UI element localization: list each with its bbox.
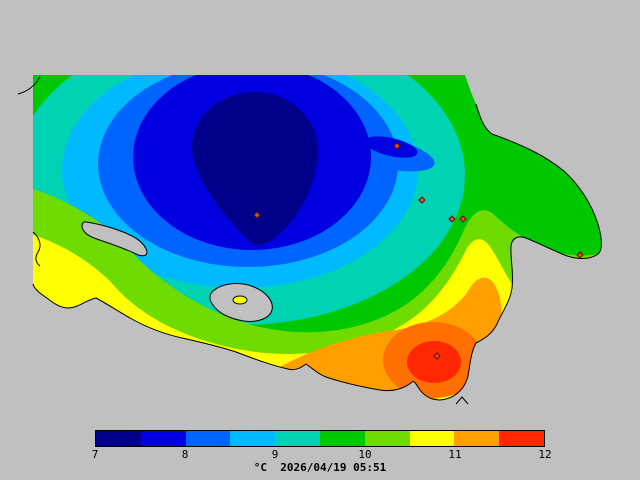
weather-station-marker xyxy=(393,142,401,150)
weather-station-marker xyxy=(459,215,467,223)
colorbar-segments xyxy=(95,430,545,447)
coastlines xyxy=(17,75,602,405)
weather-station-marker xyxy=(433,352,441,360)
units-label: °C xyxy=(253,461,268,474)
inlet-channel xyxy=(81,221,148,257)
weather-station-marker xyxy=(576,251,584,259)
small-islet-mark xyxy=(455,396,469,405)
station-markers xyxy=(253,142,584,360)
weather-station-marker xyxy=(253,211,261,219)
timestamp-caption: °C 2026/04/19 05:51 xyxy=(0,461,640,474)
colorbar-ticks: 7 8 9 10 11 12 xyxy=(91,448,552,461)
west-coast-detail xyxy=(32,231,41,267)
weather-station-marker xyxy=(418,196,426,204)
weather-station-marker xyxy=(448,215,456,223)
temperature-scale: 7 8 9 10 11 12 xyxy=(91,430,552,461)
datetime-label: 2026/04/19 05:51 xyxy=(280,461,387,474)
topleft-coast-arc xyxy=(17,75,41,95)
bay-island xyxy=(232,295,248,305)
